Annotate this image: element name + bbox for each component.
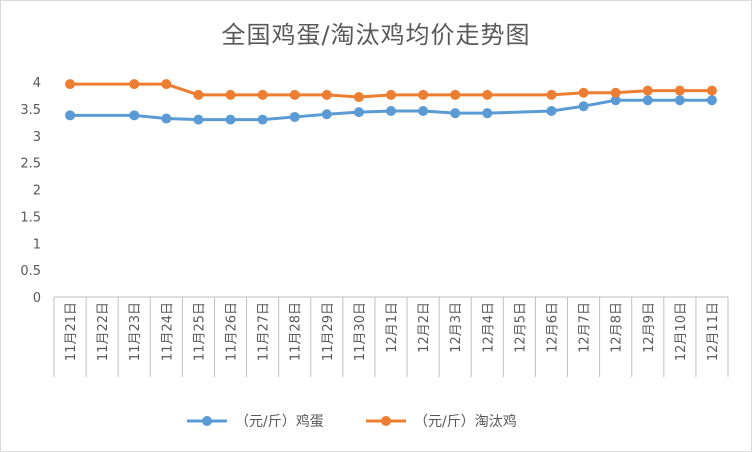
data-point-1	[706, 85, 717, 96]
y-tick-label: 3	[33, 130, 41, 145]
data-point-0	[321, 109, 332, 120]
y-tick-label: 4	[33, 76, 41, 91]
x-tick-label: 11月30日	[353, 302, 368, 361]
x-tick-label: 12月8日	[610, 302, 625, 353]
data-point-1	[65, 79, 76, 90]
data-point-1	[546, 89, 557, 100]
x-tick-label: 12月4日	[481, 302, 496, 353]
x-tick-label: 12月6日	[545, 302, 560, 353]
x-tick-label: 11月28日	[289, 302, 304, 361]
x-tick-label: 12月3日	[449, 302, 464, 353]
x-tick-label: 11月21日	[64, 302, 79, 361]
x-tick-label: 12月1日	[385, 302, 400, 353]
data-point-0	[610, 95, 621, 106]
data-point-1	[225, 89, 236, 100]
x-tick-label: 11月27日	[257, 302, 272, 361]
y-tick-label: 1.5	[20, 210, 41, 225]
data-point-1	[450, 89, 461, 100]
data-point-1	[193, 89, 204, 100]
x-tick-label: 12月9日	[642, 302, 657, 353]
x-tick-label: 11月25日	[192, 302, 207, 361]
data-point-1	[418, 89, 429, 100]
data-point-0	[642, 95, 653, 106]
data-point-0	[65, 110, 76, 121]
x-tick-label: 12月10日	[674, 302, 689, 361]
data-point-1	[129, 79, 140, 90]
x-tick-label: 11月29日	[321, 302, 336, 361]
data-point-0	[225, 114, 236, 125]
data-point-0	[482, 108, 493, 119]
x-tick-label: 11月24日	[160, 302, 175, 361]
data-point-1	[353, 92, 364, 103]
data-point-1	[161, 79, 172, 90]
legend-label-0: （元/斤）鸡蛋	[235, 413, 324, 430]
x-tick-label: 12月5日	[513, 302, 528, 353]
chart-title: 全国鸡蛋/淘汰鸡均价走势图	[221, 21, 531, 49]
data-point-1	[610, 87, 621, 98]
data-point-1	[257, 89, 268, 100]
data-point-0	[578, 101, 589, 112]
x-tick-label: 12月7日	[578, 302, 593, 353]
data-point-1	[289, 89, 300, 100]
y-tick-label: 2.5	[20, 157, 41, 172]
data-point-1	[674, 85, 685, 96]
data-point-0	[674, 95, 685, 106]
x-tick-label: 11月22日	[96, 302, 111, 361]
y-tick-label: 3.5	[20, 103, 41, 118]
x-tick-label: 12月11日	[706, 302, 721, 361]
data-point-0	[546, 106, 557, 117]
legend-label-1: （元/斤）淘汰鸡	[414, 413, 517, 430]
data-point-0	[418, 106, 429, 117]
y-tick-label: 1	[33, 237, 41, 252]
data-point-0	[129, 110, 140, 121]
x-tick-label: 11月26日	[225, 302, 240, 361]
data-point-1	[386, 89, 396, 100]
data-point-0	[450, 108, 461, 119]
data-point-0	[289, 111, 300, 122]
data-point-1	[482, 89, 493, 100]
y-tick-label: 0.5	[20, 264, 41, 279]
x-tick-label: 12月2日	[417, 302, 432, 353]
x-tick-label: 11月23日	[128, 302, 143, 361]
y-tick-label: 2	[33, 184, 41, 199]
data-point-0	[257, 114, 268, 125]
data-point-0	[193, 114, 204, 125]
y-tick-label: 0	[33, 291, 41, 306]
data-point-0	[353, 107, 364, 118]
legend-marker-0	[202, 416, 212, 426]
data-point-1	[321, 89, 332, 100]
legend-marker-1	[381, 416, 391, 426]
data-point-1	[578, 87, 589, 98]
data-point-0	[706, 95, 717, 106]
data-point-1	[642, 85, 653, 96]
data-point-0	[386, 106, 396, 117]
data-point-0	[161, 113, 172, 124]
